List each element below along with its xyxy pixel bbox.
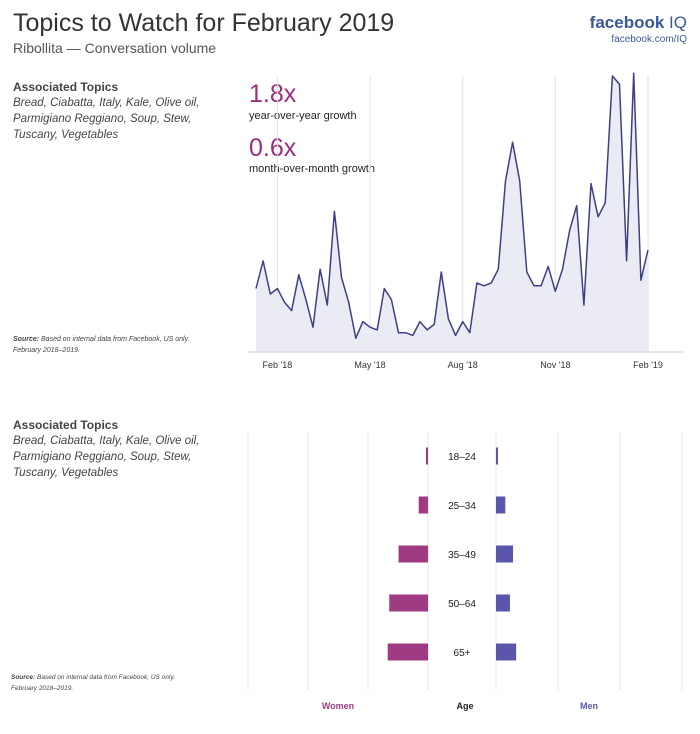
women-bar [389,594,428,612]
source-period: February 2018–2019. [13,347,80,354]
brand-wordmark: facebook IQ [590,13,687,33]
series-line [255,72,649,339]
source-period: February 2018–2019. [11,685,74,692]
source-text: Based on internal data from Facebook, US… [41,336,190,343]
brand-name: facebook [589,13,665,32]
women-bar [398,545,428,563]
women-bar [387,643,428,661]
legend-men: Men [580,701,598,711]
source-label: Source: [13,336,40,343]
x-tick-label: Aug '18 [448,360,478,370]
legend-age: Age [456,701,473,711]
associated-topics-list: Bread, Ciabatta, Italy, Kale, Olive oil,… [13,97,200,141]
associated-topics-heading: Associated Topics [13,80,119,94]
associated-topics-list: Bread, Ciabatta, Italy, Kale, Olive oil,… [13,435,200,479]
page-title: Topics to Watch for February 2019 [13,9,395,37]
men-bar [496,496,506,514]
source-note: Source: Based on internal data from Face… [11,672,175,694]
age-category-label: 35–49 [448,550,476,561]
associated-topics-heading: Associated Topics [13,418,119,432]
brand-url[interactable]: facebook.com/IQ [611,34,687,45]
x-tick-label: Nov '18 [540,360,570,370]
mom-growth-label: month-over-month growth [249,163,375,175]
age-category-label: 25–34 [448,501,476,512]
x-tick-label: Feb '18 [263,360,293,370]
page-subtitle: Ribollita — Conversation volume [13,40,217,56]
x-tick-label: May '18 [354,360,385,370]
source-note: Source: Based on internal data from Face… [13,334,190,356]
women-bar [418,496,428,514]
mom-growth-value: 0.6x [249,134,297,162]
age-category-label: 18–24 [448,452,476,463]
area-fill [256,73,648,352]
source-text: Based on internal data from Facebook, US… [37,674,175,681]
age-category-label: 50–64 [448,599,476,610]
conversation-volume-chart: Feb '18 May '18 Aug '18 Nov '18 Feb '19 [248,72,684,370]
men-bar [496,447,498,465]
source-line: Source: Based on internal data from Face… [13,334,190,345]
source-line: Source: Based on internal data from Face… [11,672,175,683]
yoy-growth-label: year-over-year growth [249,110,357,122]
men-bar [496,545,514,563]
men-bar [496,594,510,612]
brand-suffix: IQ [669,13,687,32]
men-bar [496,643,517,661]
x-tick-label: Feb '19 [633,360,663,370]
age-category-label: 65+ [454,648,471,659]
legend-women: Women [322,701,354,711]
yoy-growth-value: 1.8x [249,80,297,108]
women-bar [426,447,428,465]
source-label: Source: [11,674,36,681]
brand-logo[interactable]: facebook IQ facebook.com/IQ [590,13,687,45]
